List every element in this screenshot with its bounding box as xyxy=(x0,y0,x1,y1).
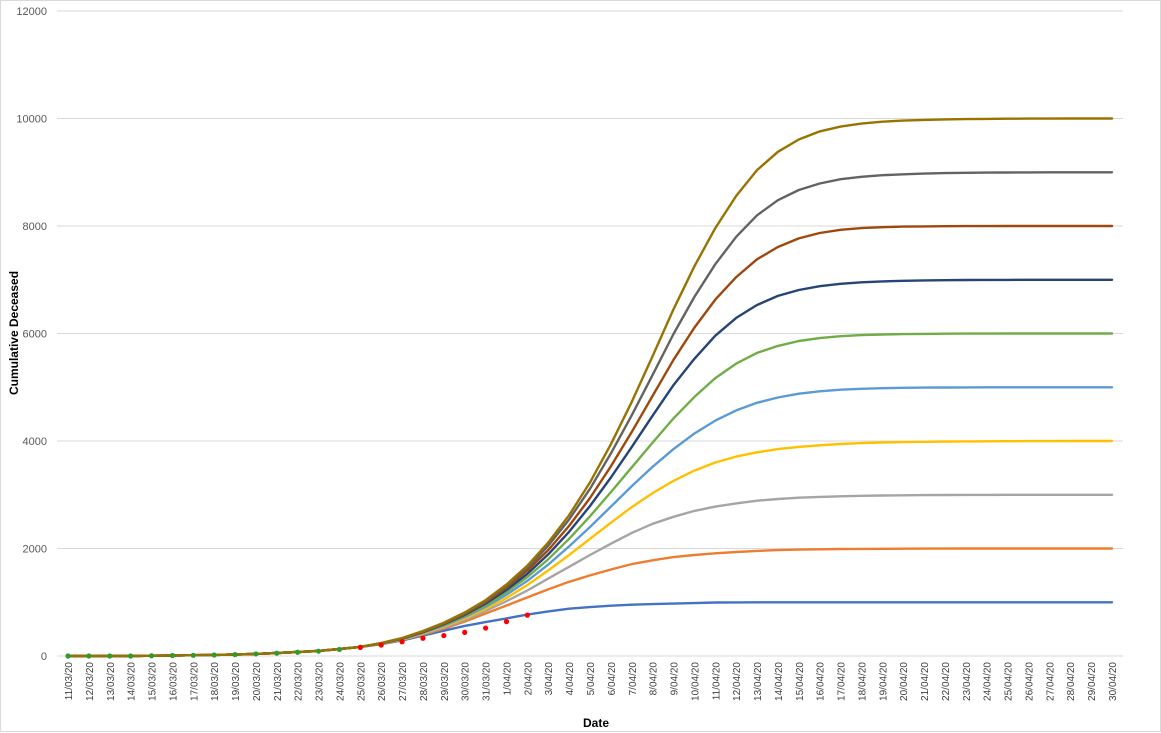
x-tick-label: 28/03/20 xyxy=(419,662,430,701)
x-tick-label: 24/03/20 xyxy=(335,662,346,701)
series-line-10 xyxy=(66,117,1114,658)
x-tick-label: 12/03/20 xyxy=(85,662,96,701)
x-tick-label: 1/04/20 xyxy=(502,662,513,696)
observed-point-green xyxy=(315,648,322,654)
observed-point-red xyxy=(483,625,489,631)
x-tick-label: 21/03/20 xyxy=(273,662,284,701)
observed-point-green xyxy=(65,653,71,659)
x-tick-label: 21/04/20 xyxy=(920,662,931,701)
x-tick-label: 31/03/20 xyxy=(482,662,493,701)
y-tick-label: 4000 xyxy=(23,436,47,448)
observed-point-red xyxy=(399,639,405,645)
x-tick-label: 23/04/20 xyxy=(962,662,973,701)
x-tick-label: 18/03/20 xyxy=(210,662,221,701)
x-tick-label: 8/04/20 xyxy=(649,662,660,696)
observed-point-red xyxy=(420,635,426,641)
x-tick-label: 17/03/20 xyxy=(189,662,200,701)
series-line-1 xyxy=(66,601,1114,658)
x-tick-label: 25/04/20 xyxy=(1004,662,1015,701)
x-axis-ticks: 11/03/20 12/03/20 13/03/20 14/03/20 15/03/20… xyxy=(64,662,1119,701)
x-tick-label: 24/04/20 xyxy=(983,662,994,701)
y-tick-label: 0 xyxy=(41,651,47,663)
x-tick-label: 7/04/20 xyxy=(628,662,639,696)
y-tick-label: 6000 xyxy=(23,329,47,341)
series-line-9 xyxy=(66,171,1114,658)
observed-point-green xyxy=(274,650,280,656)
series-line-5 xyxy=(66,386,1114,658)
x-tick-label: 22/04/20 xyxy=(941,662,952,701)
observed-point-green xyxy=(169,652,175,659)
x-tick-label: 20/03/20 xyxy=(252,662,263,701)
y-tick-label: 2000 xyxy=(23,544,47,556)
x-tick-label: 28/04/20 xyxy=(1066,662,1077,701)
x-tick-label: 29/03/20 xyxy=(440,662,451,701)
x-tick-label: 16/04/20 xyxy=(816,662,827,701)
x-tick-label: 4/04/20 xyxy=(565,662,576,696)
x-tick-label: 11/04/20 xyxy=(711,662,722,701)
observed-point-green xyxy=(190,652,196,658)
x-tick-label: 10/04/20 xyxy=(690,662,701,701)
series-lines xyxy=(66,117,1114,658)
x-tick-label: 12/04/20 xyxy=(732,662,743,701)
observed-point-green xyxy=(128,653,134,659)
y-tick-label: 8000 xyxy=(23,221,47,233)
observed-point-green xyxy=(336,646,343,653)
x-tick-label: 18/04/20 xyxy=(857,662,868,701)
x-tick-label: 30/04/20 xyxy=(1108,662,1119,701)
x-tick-label: 14/04/20 xyxy=(774,662,785,701)
x-tick-label: 23/03/20 xyxy=(315,662,326,701)
x-tick-label: 6/04/20 xyxy=(607,662,618,696)
x-tick-label: 27/04/20 xyxy=(1045,662,1056,701)
observed-point-green xyxy=(107,653,113,659)
series-line-7 xyxy=(66,278,1114,658)
x-tick-label: 14/03/20 xyxy=(127,662,138,701)
x-tick-label: 19/04/20 xyxy=(878,662,889,701)
x-tick-label: 29/04/20 xyxy=(1087,662,1098,701)
x-tick-label: 5/04/20 xyxy=(586,662,597,696)
x-tick-label: 17/04/20 xyxy=(837,662,848,701)
observed-points xyxy=(65,612,530,659)
x-tick-label: 9/04/20 xyxy=(670,662,681,696)
observed-point-green xyxy=(86,653,92,659)
y-axis-ticks: 0 2000 4000 6000 8000 10000 12000 xyxy=(16,6,47,663)
x-tick-label: 26/04/20 xyxy=(1024,662,1035,701)
observed-point-red xyxy=(524,612,530,618)
observed-point-green xyxy=(211,652,217,658)
x-tick-label: 30/03/20 xyxy=(461,662,472,701)
x-tick-label: 11/03/20 xyxy=(64,662,75,701)
observed-point-green xyxy=(295,649,301,655)
observed-point-green xyxy=(148,653,155,659)
x-axis-title: Date xyxy=(583,716,609,730)
x-tick-label: 20/04/20 xyxy=(899,662,910,701)
x-tick-label: 16/03/20 xyxy=(168,662,179,701)
observed-point-red xyxy=(378,642,384,648)
x-tick-label: 25/03/20 xyxy=(356,662,367,701)
observed-point-green xyxy=(232,652,238,658)
x-tick-label: 15/04/20 xyxy=(795,662,806,701)
y-tick-label: 10000 xyxy=(16,114,47,126)
x-tick-label: 15/03/20 xyxy=(148,662,159,701)
x-tick-label: 22/03/20 xyxy=(294,662,305,701)
y-axis-title: Cumulative Deceased xyxy=(7,271,21,395)
observed-point-red xyxy=(441,632,447,639)
x-tick-label: 3/04/20 xyxy=(544,662,555,696)
observed-point-red xyxy=(503,619,510,625)
x-tick-label: 26/03/20 xyxy=(377,662,388,701)
x-tick-label: 27/03/20 xyxy=(398,662,409,701)
gridlines xyxy=(57,10,1123,657)
observed-point-red xyxy=(357,644,363,651)
observed-point-green xyxy=(253,651,259,657)
x-tick-label: 13/04/20 xyxy=(753,662,764,701)
x-tick-label: 2/04/20 xyxy=(523,662,534,696)
x-tick-label: 19/03/20 xyxy=(231,662,242,701)
y-tick-label: 12000 xyxy=(16,6,47,18)
observed-point-red xyxy=(462,629,468,635)
x-tick-label: 13/03/20 xyxy=(106,662,117,701)
